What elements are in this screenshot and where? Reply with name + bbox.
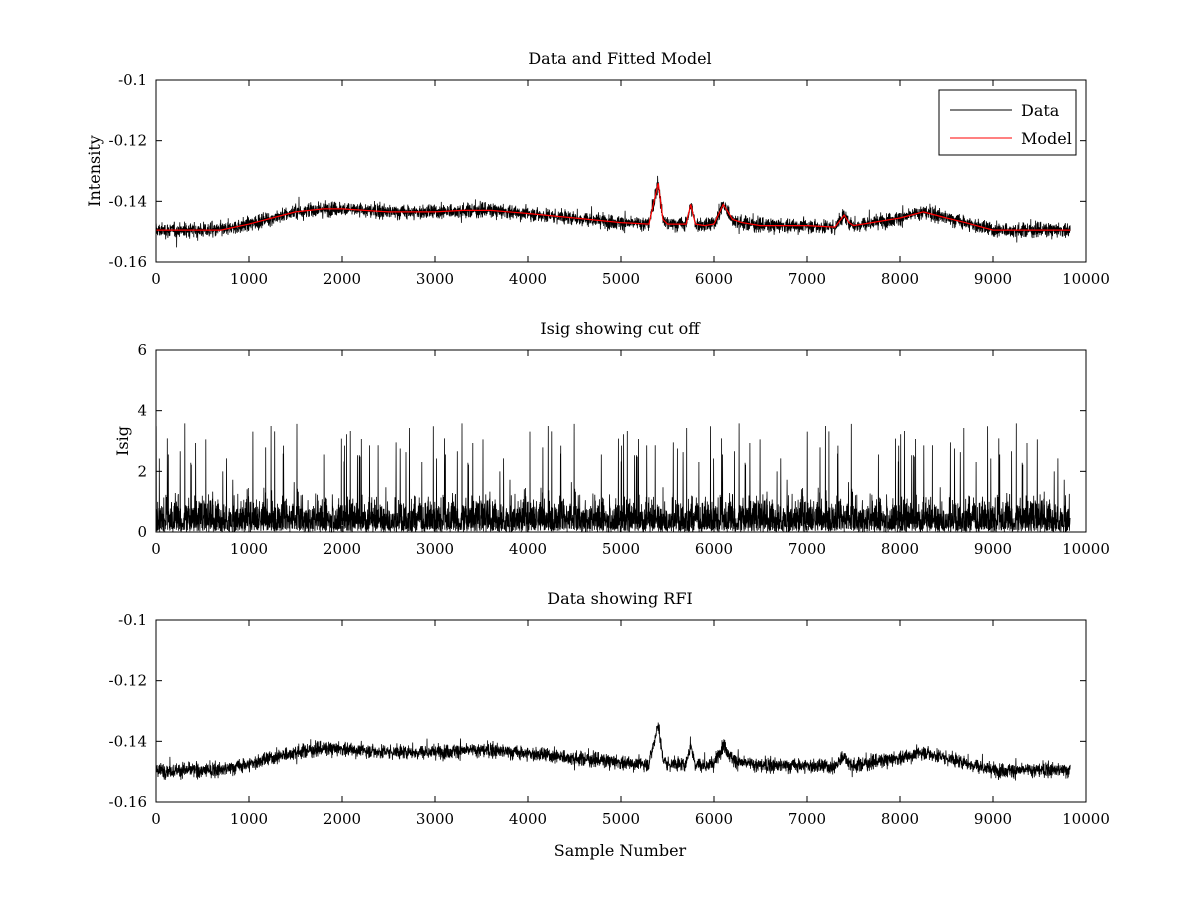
x-tick-label: 1000	[230, 540, 268, 558]
legend-data-label: Data	[1021, 101, 1060, 120]
panel-1-ylabel: Intensity	[85, 135, 104, 207]
panel-2-title: Isig showing cut off	[540, 319, 701, 338]
x-tick-label: 5000	[602, 540, 640, 558]
y-tick-label: 4	[137, 402, 147, 420]
x-tick-label: 1000	[230, 810, 268, 828]
x-tick-label: 5000	[602, 810, 640, 828]
y-tick-label: -0.14	[109, 732, 147, 750]
model-line	[156, 182, 1071, 231]
x-tick-label: 9000	[974, 810, 1012, 828]
panel-3-xlabel: Sample Number	[554, 841, 687, 860]
panel-1-title: Data and Fitted Model	[528, 49, 711, 68]
x-tick-label: 8000	[881, 810, 919, 828]
x-tick-label: 2000	[323, 540, 361, 558]
panel-2-ylabel: Isig	[113, 426, 132, 456]
series-line	[155, 722, 1071, 781]
panel-1-ticks: 0 1000 2000 3000 4000 5000 6000 7000 8000 9000 100…	[109, 71, 1110, 288]
x-tick-label: 4000	[509, 540, 547, 558]
panel-data-fitted-model: Data and Fitted Model Intensity 0 1000 200…	[85, 49, 1110, 288]
x-tick-label: 9000	[974, 270, 1012, 288]
x-tick-label: 0	[151, 540, 161, 558]
panel-3-ticks: 0 1000 2000 3000 4000 5000 6000 7000 8000 9000 100…	[109, 611, 1110, 828]
x-tick-label: 3000	[416, 810, 454, 828]
x-tick-label: 9000	[974, 540, 1012, 558]
y-tick-label: -0.1	[118, 611, 147, 629]
y-tick-label: 0	[137, 523, 147, 541]
y-tick-label: -0.14	[109, 192, 147, 210]
x-tick-label: 7000	[788, 810, 826, 828]
x-tick-label: 10000	[1062, 540, 1110, 558]
y-tick-label: -0.1	[118, 71, 147, 89]
x-tick-label: 3000	[416, 270, 454, 288]
x-tick-label: 6000	[695, 540, 733, 558]
x-tick-label: 8000	[881, 540, 919, 558]
y-tick-label: -0.12	[109, 132, 147, 150]
y-tick-label: -0.16	[109, 253, 147, 271]
x-tick-label: 4000	[509, 270, 547, 288]
panel-2-ticks: 0 1000 2000 3000 4000 5000 6000 7000 8000 9000 100…	[137, 341, 1109, 558]
x-tick-label: 0	[151, 810, 161, 828]
x-tick-label: 4000	[509, 810, 547, 828]
legend-model-label: Model	[1021, 129, 1072, 148]
x-tick-label: 2000	[323, 270, 361, 288]
x-tick-label: 7000	[788, 540, 826, 558]
x-tick-label: 8000	[881, 270, 919, 288]
panel-3-title: Data showing RFI	[547, 589, 692, 608]
x-tick-label: 10000	[1062, 810, 1110, 828]
x-tick-label: 3000	[416, 540, 454, 558]
panel-1-legend: Data Model	[938, 89, 1077, 156]
y-tick-label: 6	[137, 341, 147, 359]
x-tick-label: 0	[151, 270, 161, 288]
y-tick-label: -0.12	[109, 672, 147, 690]
y-tick-label: -0.16	[109, 793, 147, 811]
panel-3-plot-area	[155, 722, 1071, 781]
legend-box	[938, 89, 1077, 156]
x-tick-label: 5000	[602, 270, 640, 288]
x-tick-label: 6000	[695, 810, 733, 828]
panel-isig: Isig showing cut off Isig 0 1000 2000 3000 4…	[113, 319, 1110, 558]
x-tick-label: 10000	[1062, 270, 1110, 288]
panel-1-plot-area	[155, 175, 1071, 248]
panel-data-rfi: Data showing RFI 0 1000 2000 3000 4000 5000 60…	[109, 589, 1110, 860]
x-tick-label: 7000	[788, 270, 826, 288]
y-tick-label: 2	[137, 462, 147, 480]
x-tick-label: 1000	[230, 270, 268, 288]
x-tick-label: 2000	[323, 810, 361, 828]
x-tick-label: 6000	[695, 270, 733, 288]
